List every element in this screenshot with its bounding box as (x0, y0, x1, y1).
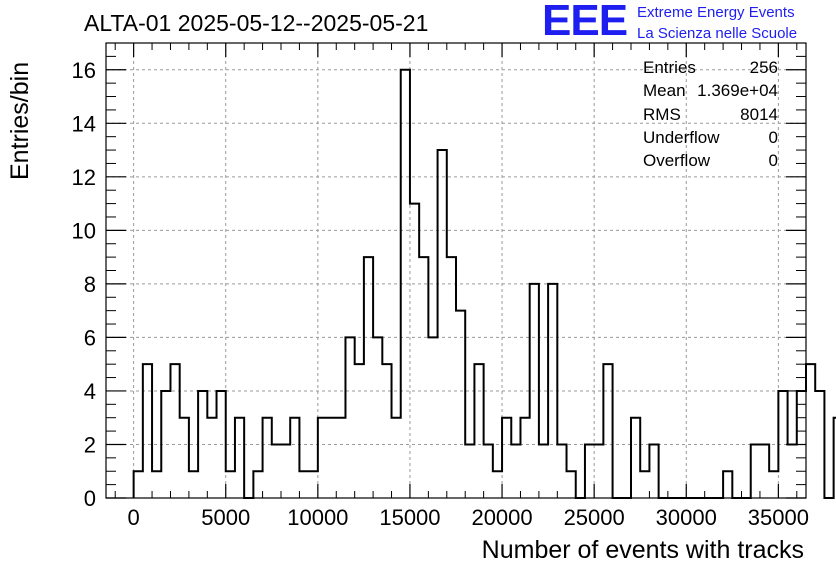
x-axis-label: Number of events with tracks (481, 536, 804, 564)
eee-logo-mark: EEE (542, 0, 628, 45)
chart-title: ALTA-01 2025-05-12--2025-05-21 (84, 10, 429, 36)
y-tick-label: 6 (84, 325, 96, 350)
stat-underflow-value: 0 (768, 128, 778, 147)
logo-line-1: Extreme Energy Events (637, 4, 795, 21)
y-axis-ticks: 0 2 4 6 8 10 12 14 16 (72, 55, 806, 511)
x-axis-ticks: 0 5000 10000 15000 20000 25000 30000 35000 (114, 43, 809, 530)
x-tick-label: 0 (128, 505, 140, 530)
y-tick-label: 12 (72, 165, 96, 190)
logo-line-2: La Scienza nelle Scuole (637, 25, 798, 42)
y-tick-label: 16 (72, 58, 96, 83)
stat-overflow-label: Overflow (643, 151, 711, 170)
y-tick-label: 2 (84, 432, 96, 457)
x-tick-label: 35000 (748, 505, 809, 530)
x-tick-label: 5000 (201, 505, 250, 530)
x-tick-label: 10000 (287, 505, 348, 530)
stat-mean-label: Mean (643, 81, 686, 100)
stat-rms-value: 8014 (740, 105, 778, 124)
x-tick-label: 25000 (564, 505, 625, 530)
stat-entries-value: 256 (749, 58, 778, 77)
y-axis-label: Entries/bin (6, 61, 34, 180)
y-tick-label: 10 (72, 218, 96, 243)
y-tick-label: 14 (72, 111, 96, 136)
x-tick-label: 20000 (471, 505, 532, 530)
stat-underflow-label: Underflow (643, 128, 720, 147)
stat-rms-label: RMS (643, 105, 681, 124)
y-tick-label: 8 (84, 272, 96, 297)
histogram-outline (132, 68, 836, 499)
y-tick-label: 4 (84, 379, 96, 404)
stat-entries-label: Entries (643, 58, 696, 77)
x-tick-label: 30000 (656, 505, 717, 530)
y-tick-label: 0 (84, 486, 96, 511)
x-tick-label: 15000 (379, 505, 440, 530)
stat-mean-value: 1.369e+04 (697, 81, 778, 100)
stat-overflow-value: 0 (768, 151, 778, 170)
